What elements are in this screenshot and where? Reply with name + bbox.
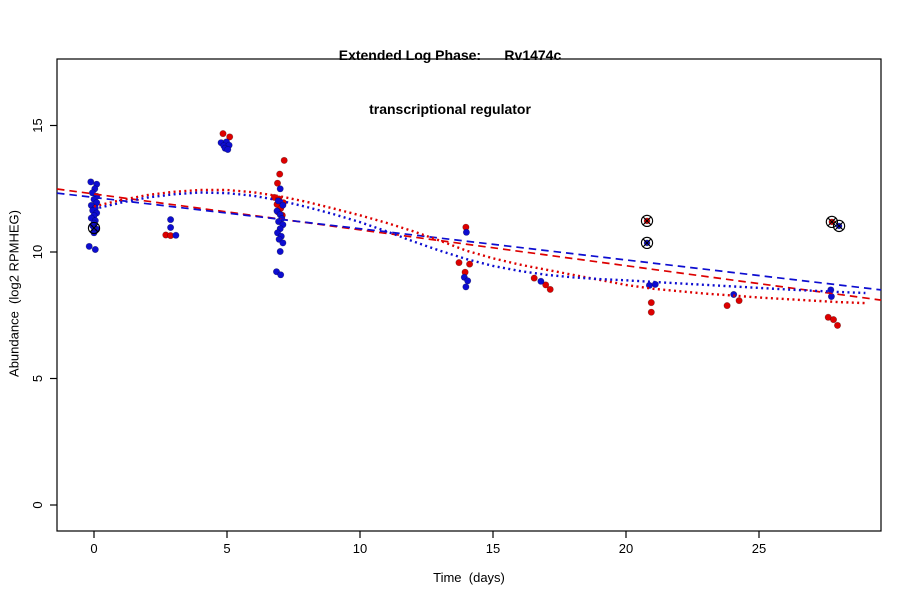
data-point-red — [829, 316, 837, 324]
data-point-red — [735, 297, 743, 305]
x-axis-tick-label: 0 — [90, 541, 97, 556]
data-point-red — [280, 156, 288, 164]
data-point-blue — [462, 228, 470, 236]
outlier-marker-diagonal — [89, 223, 99, 233]
outlier-circle-x-marker — [640, 236, 654, 250]
data-point-blue — [645, 281, 653, 289]
data-point-blue — [167, 224, 175, 232]
data-point-red — [833, 321, 841, 329]
data-point-blue — [464, 277, 472, 285]
x-axis-tick-label: 5 — [223, 541, 230, 556]
data-point-red — [542, 281, 550, 289]
plot-box — [56, 58, 882, 532]
x-axis-tick-label: 10 — [353, 541, 367, 556]
outlier-marker-diagonal — [827, 217, 837, 227]
y-axis-tick-label: 15 — [30, 118, 45, 132]
data-point-blue — [537, 277, 545, 285]
data-point-red — [455, 259, 463, 267]
data-point-blue — [279, 239, 287, 247]
data-point-red — [647, 308, 655, 316]
outlier-circle-x-marker — [832, 219, 846, 233]
data-point-blue — [87, 178, 95, 186]
chart-title-line2: transcriptional regulator — [369, 101, 531, 117]
red-smooth-fit — [93, 188, 866, 305]
outlier-marker-diagonal — [642, 216, 652, 226]
data-point-red — [530, 274, 538, 282]
data-point-blue — [279, 201, 287, 209]
data-point-blue — [167, 216, 175, 224]
data-point-blue — [224, 146, 232, 154]
x-axis-tick-label: 25 — [752, 541, 766, 556]
x-axis-label: Time (days) — [433, 570, 505, 585]
data-point-blue — [91, 246, 99, 254]
x-axis-tick-label: 15 — [486, 541, 500, 556]
blue-linear-fit — [56, 192, 882, 291]
y-axis-tick-label: 5 — [30, 375, 45, 382]
y-axis-tick-label: 10 — [30, 245, 45, 259]
outlier-marker-diagonal — [834, 221, 844, 231]
outlier-marker-diagonal — [642, 238, 652, 248]
data-point-red — [219, 130, 227, 138]
data-point-blue — [827, 292, 835, 300]
data-point-red — [276, 170, 284, 178]
y-axis-tick-label: 0 — [30, 501, 45, 508]
x-axis-tick-label: 20 — [619, 541, 633, 556]
data-point-red — [546, 285, 554, 293]
data-point-blue — [462, 283, 470, 291]
data-point-blue — [276, 185, 284, 193]
blue-smooth-fit — [93, 191, 866, 295]
data-point-red — [226, 133, 234, 141]
data-point-blue — [277, 271, 285, 279]
data-point-red — [723, 302, 731, 310]
y-axis-label: Abundance (log2 RPMHEG) — [6, 210, 22, 377]
data-point-red — [273, 179, 281, 187]
outlier-circle-x-marker — [87, 221, 101, 235]
data-point-blue — [172, 231, 180, 239]
data-point-blue — [276, 248, 284, 256]
red-linear-fit — [56, 188, 882, 301]
outlier-circle-x-marker — [825, 215, 839, 229]
data-point-red — [647, 299, 655, 307]
outlier-circle-x-marker — [640, 214, 654, 228]
data-point-red — [466, 260, 474, 268]
data-point-blue — [85, 242, 93, 250]
